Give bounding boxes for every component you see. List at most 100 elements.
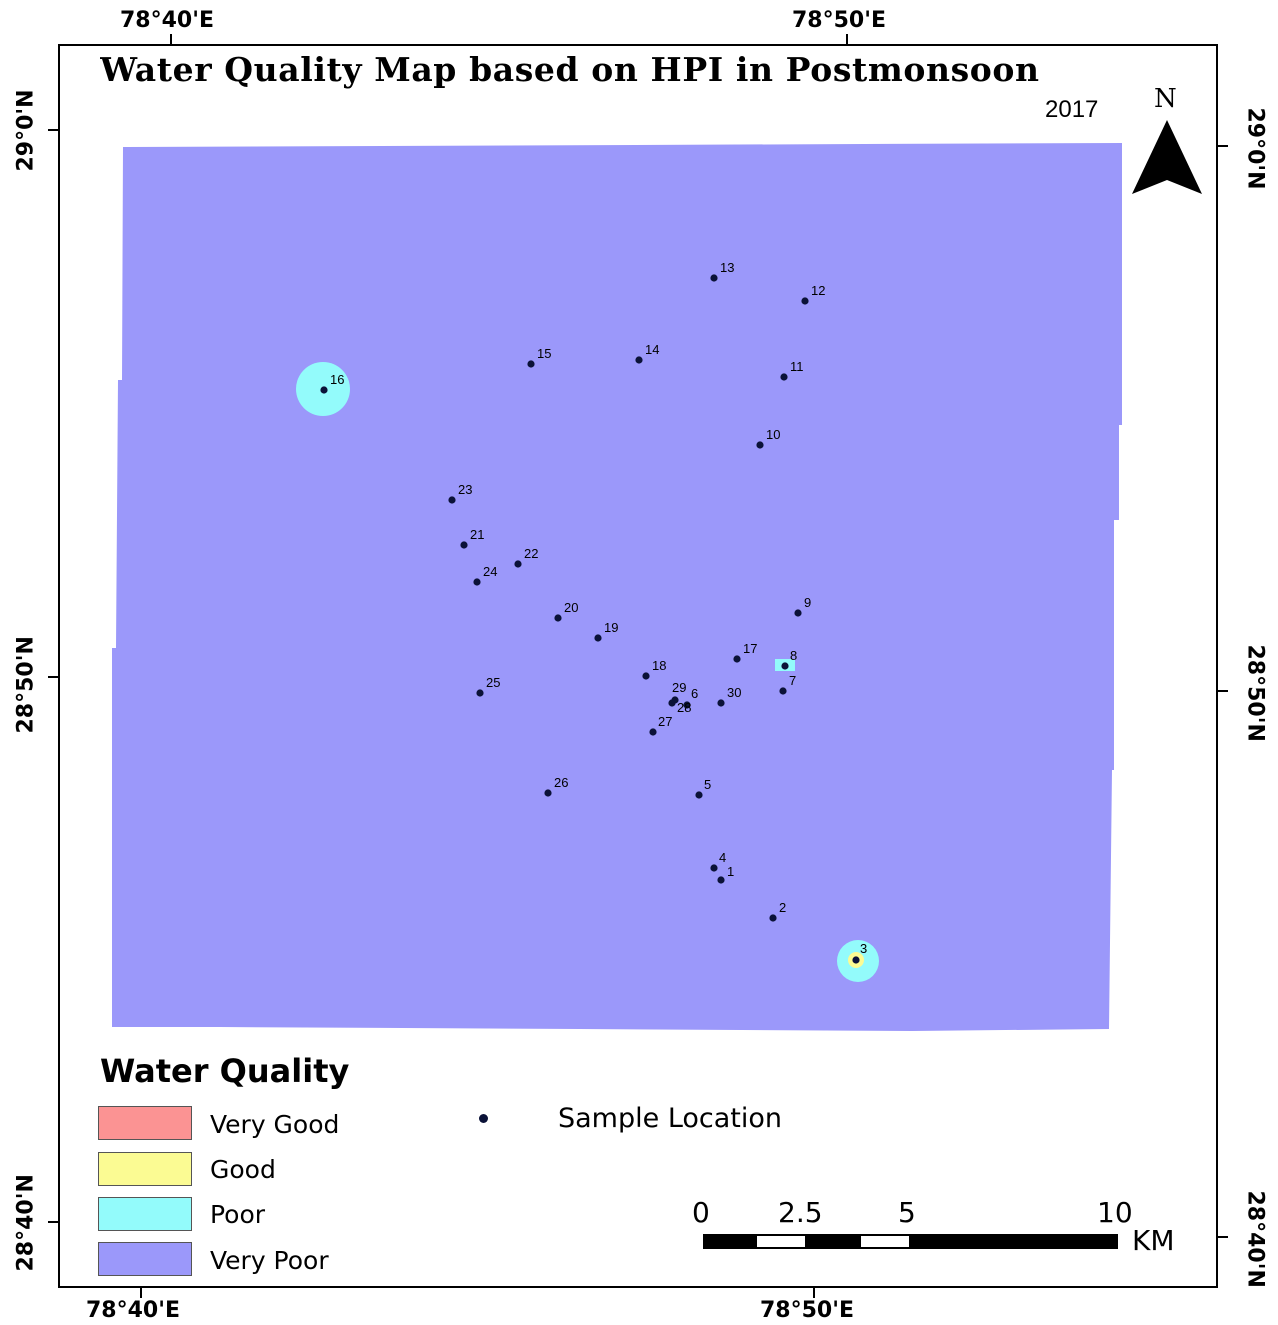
coord-right-top: 29°0'N [1242, 107, 1268, 190]
scale-segment-5 [910, 1234, 1118, 1249]
sample-point-label-6: 6 [691, 686, 698, 701]
scale-label-5: 5 [898, 1196, 916, 1229]
sample-point-label-5: 5 [704, 777, 711, 792]
sample-point-label-14: 14 [645, 342, 659, 357]
sample-point-28 [668, 699, 676, 707]
coord-left-bottom: 28°40'N [13, 1174, 39, 1272]
scale-label-2-5: 2.5 [778, 1196, 823, 1229]
map-year: 2017 [1045, 96, 1099, 123]
sample-point-label-29: 29 [672, 680, 686, 695]
coord-right-mid: 28°50'N [1242, 644, 1268, 742]
sample-point-label-9: 9 [804, 595, 811, 610]
tick-left-top [48, 129, 58, 131]
sample-point-label-4: 4 [719, 850, 726, 865]
sample-point-label-28: 28 [677, 700, 691, 715]
legend-label-very-good: Very Good [210, 1110, 340, 1139]
sample-point-label-13: 13 [720, 260, 734, 275]
sample-point-label-8: 8 [790, 648, 797, 663]
sample-point-14 [635, 356, 643, 364]
sample-point-label-21: 21 [470, 527, 484, 542]
scale-label-0: 0 [692, 1196, 710, 1229]
sample-point-label-16: 16 [330, 372, 344, 387]
scale-segment-3 [806, 1234, 860, 1249]
sample-point-label-30: 30 [727, 685, 741, 700]
sample-point-label-17: 17 [743, 641, 757, 656]
sample-point-label-12: 12 [811, 283, 825, 298]
scale-segment-1 [703, 1234, 756, 1249]
legend-label-poor: Poor [210, 1200, 266, 1229]
sample-point-6 [683, 701, 691, 709]
legend-sample-dot-icon [479, 1114, 488, 1123]
tick-bottom-right [813, 1288, 815, 1298]
sample-point-20 [554, 614, 562, 622]
tick-left-mid [48, 676, 58, 678]
sample-point-15 [527, 360, 535, 368]
tick-left-bottom [48, 1221, 58, 1223]
sample-point-13 [710, 274, 718, 282]
sample-point-23 [448, 496, 456, 504]
sample-point-label-24: 24 [483, 564, 497, 579]
tick-bottom-left [140, 1288, 142, 1298]
sample-point-label-2: 2 [779, 900, 786, 915]
legend-swatch-poor [98, 1197, 192, 1231]
legend-label-very-poor: Very Poor [210, 1246, 329, 1275]
coord-top-left: 78°40'E [120, 8, 214, 33]
legend-label-good: Good [210, 1155, 276, 1184]
sample-point-1 [717, 876, 725, 884]
tick-right-mid [1218, 690, 1228, 692]
tick-right-top [1218, 145, 1228, 147]
sample-point-label-11: 11 [790, 359, 804, 374]
sample-point-11 [780, 373, 788, 381]
legend-swatch-very-good [98, 1106, 192, 1140]
scale-segment-4 [859, 1234, 911, 1249]
sample-point-2 [769, 914, 777, 922]
sample-point-label-15: 15 [537, 346, 551, 361]
sample-point-label-18: 18 [652, 658, 666, 673]
coord-top-right: 78°50'E [792, 8, 886, 33]
sample-point-12 [801, 297, 809, 305]
sample-point-17 [733, 655, 741, 663]
scale-unit: KM [1132, 1224, 1175, 1257]
legend-swatch-very-poor [98, 1242, 192, 1276]
north-arrow-icon [1132, 120, 1202, 194]
sample-point-label-10: 10 [766, 427, 780, 442]
sample-point-4 [710, 864, 718, 872]
sample-point-label-26: 26 [554, 775, 568, 790]
sample-point-label-23: 23 [458, 482, 472, 497]
sample-point-19 [594, 634, 602, 642]
sample-point-label-27: 27 [658, 714, 672, 729]
legend-sample-label: Sample Location [558, 1103, 783, 1134]
sample-point-label-7: 7 [789, 673, 796, 688]
north-label: N [1154, 84, 1177, 114]
tick-top-right [846, 34, 848, 44]
coord-left-mid: 28°50'N [13, 636, 39, 734]
sample-point-8 [781, 662, 789, 670]
sample-point-label-3: 3 [860, 941, 867, 956]
tick-top-left [170, 34, 172, 44]
coord-bottom-left: 78°40'E [86, 1298, 180, 1323]
very-poor-zone [112, 143, 1122, 1031]
sample-point-21 [460, 541, 468, 549]
scale-label-10: 10 [1097, 1196, 1133, 1229]
sample-point-label-1: 1 [727, 864, 734, 879]
scale-segment-2 [755, 1234, 807, 1249]
sample-point-16 [320, 386, 328, 394]
sample-point-label-19: 19 [604, 620, 618, 635]
coord-left-top: 29°0'N [13, 89, 39, 172]
map-title: Water Quality Map based on HPI in Postmo… [100, 50, 1040, 89]
sample-point-30 [717, 699, 725, 707]
sample-point-24 [473, 578, 481, 586]
sample-point-27 [649, 728, 657, 736]
sample-point-18 [642, 672, 650, 680]
sample-point-label-20: 20 [564, 600, 578, 615]
sample-point-label-22: 22 [524, 546, 538, 561]
sample-point-7 [779, 687, 787, 695]
coord-bottom-right: 78°50'E [760, 1298, 854, 1323]
sample-point-25 [476, 689, 484, 697]
map-frame [58, 44, 1218, 1288]
legend-swatch-good [98, 1152, 192, 1186]
sample-point-label-25: 25 [486, 675, 500, 690]
sample-point-9 [794, 609, 802, 617]
